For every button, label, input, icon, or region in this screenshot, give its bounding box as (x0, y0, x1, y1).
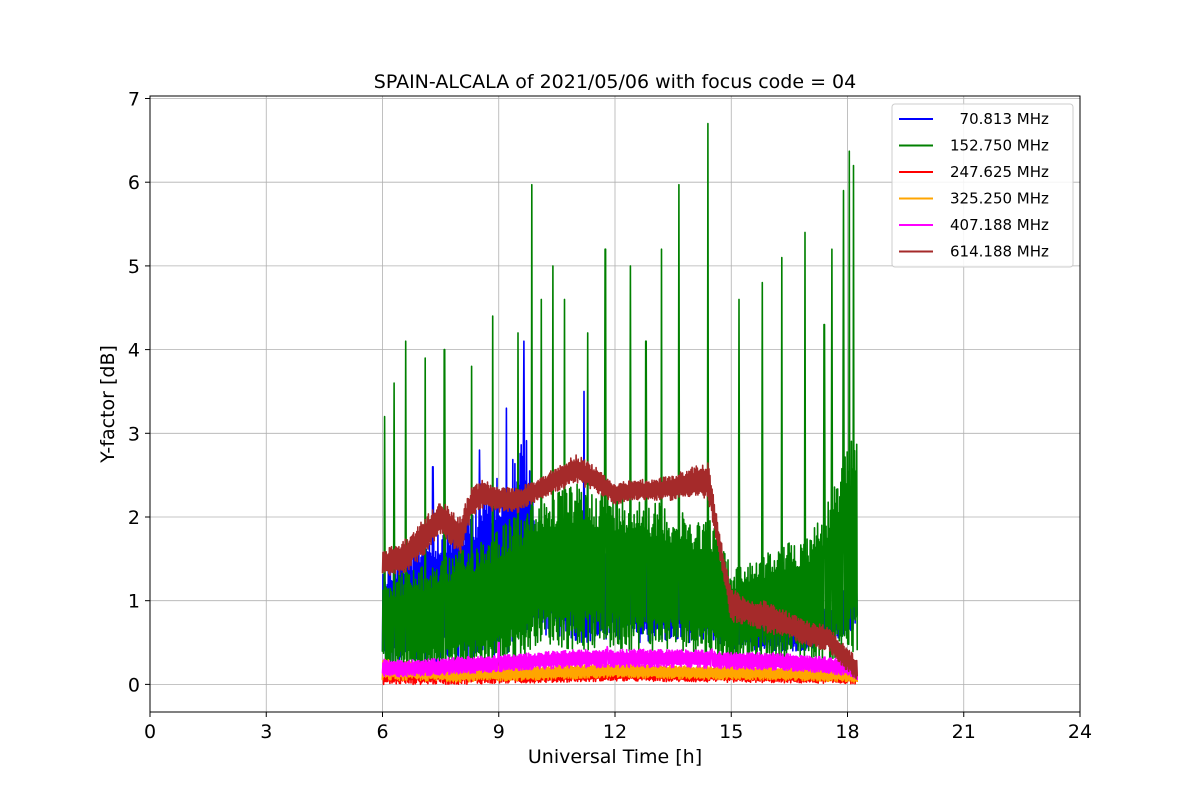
series-line (381, 658, 858, 683)
y-axis-label: Y-factor [dB] (97, 345, 119, 464)
x-tick-label: 15 (719, 721, 743, 743)
legend-entry: 407.188 MHz (950, 216, 1049, 234)
series-layer (381, 122, 858, 686)
legend-entry: 152.750 MHz (950, 137, 1049, 155)
y-tick-label: 2 (128, 507, 140, 529)
x-tick-label: 21 (952, 721, 976, 743)
y-tick-label: 7 (128, 89, 140, 111)
x-tick-label: 0 (144, 721, 156, 743)
legend-entry: 325.250 MHz (950, 190, 1049, 208)
x-tick-label: 24 (1068, 721, 1092, 743)
series-line (381, 660, 858, 686)
y-tick-label: 0 (128, 674, 140, 696)
x-axis-label: Universal Time [h] (528, 746, 702, 768)
x-tick-label: 3 (260, 721, 272, 743)
x-tick-label: 6 (376, 721, 388, 743)
y-tick-label: 6 (128, 172, 140, 194)
y-tick-label: 1 (128, 591, 140, 613)
chart-title: SPAIN-ALCALA of 2021/05/06 with focus co… (374, 71, 856, 93)
x-tick-label: 18 (835, 721, 859, 743)
y-tick-label: 4 (128, 340, 140, 362)
series-line (381, 454, 858, 680)
legend: 70.813 MHz 152.750 MHz 247.625 MHz 325.250 … (891, 103, 1074, 268)
legend-entry: 614.188 MHz (950, 243, 1049, 261)
series-line (381, 122, 858, 676)
y-tick-label: 3 (128, 423, 140, 445)
legend-entry: 70.813 MHz (950, 110, 1049, 128)
legend-entry: 247.625 MHz (950, 163, 1049, 181)
x-tick-label: 9 (493, 721, 505, 743)
series-line (381, 641, 858, 681)
y-tick-label: 5 (128, 256, 140, 278)
legend-box (891, 103, 1074, 268)
x-tick-label: 12 (603, 721, 627, 743)
